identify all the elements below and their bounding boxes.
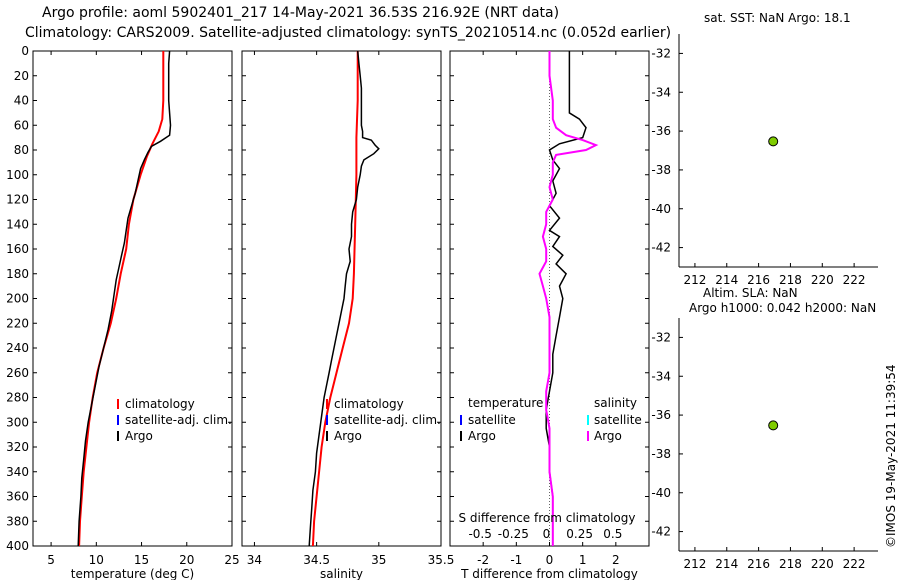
y-tick-label: 360	[6, 490, 29, 504]
map-y-tick-label: -36	[651, 124, 671, 138]
map-y-tick-label: -42	[651, 525, 671, 539]
map-x-tick-label: 212	[683, 273, 706, 287]
y-tick-label: 240	[6, 341, 29, 355]
y-tick-label: 40	[14, 94, 29, 108]
x-tick-label: 10	[89, 553, 104, 567]
x-tick-label: 20	[179, 553, 194, 567]
profile-panel-1-frame	[32, 50, 233, 547]
map-y-tick-label: -36	[651, 408, 671, 422]
x-tick-label: 1	[579, 553, 587, 567]
y-tick-label: 320	[6, 440, 29, 454]
map-y-tick-label: -32	[651, 330, 671, 344]
x-tick-label: 35	[371, 553, 386, 567]
x-tick-label: 25	[224, 553, 239, 567]
map-x-tick-label: 212	[683, 557, 706, 571]
map-y-tick-label: -34	[651, 85, 671, 99]
legend-label: climatology	[125, 397, 195, 411]
map-x-tick-label: 222	[843, 273, 866, 287]
x2-axis-label: S difference from climatology	[459, 511, 636, 525]
map-x-tick-label: 220	[811, 557, 834, 571]
y-tick-label: 100	[6, 168, 29, 182]
y-tick-label: 260	[6, 366, 29, 380]
y-tick-label: 20	[14, 69, 29, 83]
x-tick-label: 34.5	[303, 553, 330, 567]
y-tick-label: 80	[14, 143, 29, 157]
y-tick-label: 160	[6, 242, 29, 256]
x-tick-label: 5	[47, 553, 55, 567]
y-tick-label: 280	[6, 391, 29, 405]
map-y-tick-label: -38	[651, 163, 671, 177]
series-argo	[77, 50, 172, 547]
map-y-tick-label: -32	[651, 46, 671, 60]
legend-label: Argo	[334, 429, 362, 443]
x2-tick-label: 0.25	[566, 527, 593, 541]
y-tick-label: 180	[6, 267, 29, 281]
location-marker	[768, 420, 779, 431]
map-x-tick-label: 214	[715, 557, 738, 571]
y-tick-label: 340	[6, 465, 29, 479]
x-tick-label: -1	[510, 553, 522, 567]
map-x-tick-label: 216	[747, 557, 770, 571]
x-tick-label: 34	[247, 553, 262, 567]
series-climatology	[78, 51, 165, 547]
x-axis-label: temperature (deg C)	[71, 567, 194, 580]
map-x-tick-label: 216	[747, 273, 770, 287]
legend-label: Argo	[594, 429, 622, 443]
series-temperature-argo	[545, 51, 587, 546]
title-line-1: Argo profile: aoml 5902401_217 14-May-20…	[42, 5, 560, 21]
series-argo	[308, 50, 380, 547]
map-x-tick-label: 222	[843, 557, 866, 571]
y-tick-label: 300	[6, 415, 29, 429]
title-line-2: Climatology: CARS2009. Satellite-adjuste…	[25, 25, 672, 41]
x-axis-label: salinity	[320, 567, 363, 580]
legend-label: satellite-adj. clim.	[334, 413, 441, 427]
legend-label: Argo	[125, 429, 153, 443]
x-axis-label: T difference from climatology	[460, 567, 638, 580]
map-y-tick-label: -40	[651, 202, 671, 216]
location-marker	[768, 136, 779, 147]
x-tick-label: 15	[134, 553, 149, 567]
profile-panel-2-frame	[241, 50, 442, 547]
y-tick-label: 120	[6, 193, 29, 207]
y-tick-label: 0	[21, 44, 29, 58]
x-tick-label: 0	[546, 553, 554, 567]
height-title: Argo h1000: 0.042 h2000: NaN	[689, 301, 877, 315]
x-tick-label: 2	[612, 553, 620, 567]
legend-title-temperature: temperature	[468, 396, 543, 410]
x-tick-label: 35.5	[428, 553, 455, 567]
y-tick-label: 380	[6, 514, 29, 528]
legend-label: satellite-adj. clim.	[125, 413, 232, 427]
legend-label: Argo	[468, 429, 496, 443]
y-tick-label: 140	[6, 217, 29, 231]
legend-label: climatology	[334, 397, 404, 411]
y-tick-label: 200	[6, 292, 29, 306]
map-y-tick-label: -38	[651, 447, 671, 461]
series-climatology	[311, 51, 359, 547]
y-tick-label: 220	[6, 316, 29, 330]
y-tick-label: 60	[14, 118, 29, 132]
legend-label: satellite	[594, 413, 642, 427]
map-x-tick-label: 220	[811, 273, 834, 287]
map-y-tick-label: -42	[651, 241, 671, 255]
map-x-tick-label: 218	[779, 557, 802, 571]
map-y-tick-label: -40	[651, 486, 671, 500]
legend-title-salinity: salinity	[594, 396, 637, 410]
y-tick-label: 400	[6, 539, 29, 553]
x-tick-label: -2	[477, 553, 489, 567]
x2-tick-label: -0.5	[468, 527, 491, 541]
sst-title: sat. SST: NaN Argo: 18.1	[704, 11, 851, 25]
sla-title: Altim. SLA: NaN	[703, 286, 798, 300]
map-x-tick-label: 214	[715, 273, 738, 287]
x2-tick-label: 0	[543, 527, 551, 541]
legend-label: satellite	[468, 413, 516, 427]
map-y-tick-label: -34	[651, 369, 671, 383]
map-x-tick-label: 218	[779, 273, 802, 287]
series-salinity-argo	[538, 51, 599, 546]
x2-tick-label: 0.5	[603, 527, 622, 541]
x2-tick-label: -0.25	[498, 527, 529, 541]
